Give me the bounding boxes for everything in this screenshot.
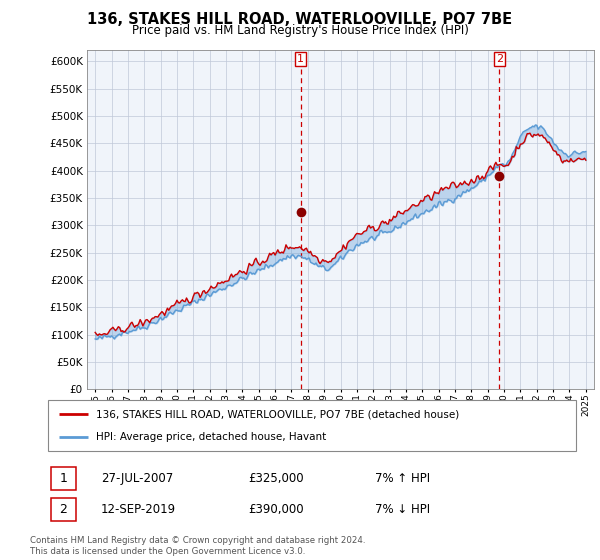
Text: HPI: Average price, detached house, Havant: HPI: Average price, detached house, Hava… <box>95 432 326 442</box>
FancyBboxPatch shape <box>50 498 76 521</box>
Text: 7% ↓ HPI: 7% ↓ HPI <box>376 503 430 516</box>
Text: 1: 1 <box>297 54 304 64</box>
Text: 12-SEP-2019: 12-SEP-2019 <box>101 503 176 516</box>
Text: 27-JUL-2007: 27-JUL-2007 <box>101 472 173 485</box>
FancyBboxPatch shape <box>48 400 576 451</box>
Text: 136, STAKES HILL ROAD, WATERLOOVILLE, PO7 7BE: 136, STAKES HILL ROAD, WATERLOOVILLE, PO… <box>88 12 512 27</box>
Text: £390,000: £390,000 <box>248 503 304 516</box>
Text: 7% ↑ HPI: 7% ↑ HPI <box>376 472 430 485</box>
Text: Price paid vs. HM Land Registry's House Price Index (HPI): Price paid vs. HM Land Registry's House … <box>131 24 469 36</box>
Text: 136, STAKES HILL ROAD, WATERLOOVILLE, PO7 7BE (detached house): 136, STAKES HILL ROAD, WATERLOOVILLE, PO… <box>95 409 459 419</box>
Text: £325,000: £325,000 <box>248 472 304 485</box>
Text: Contains HM Land Registry data © Crown copyright and database right 2024.
This d: Contains HM Land Registry data © Crown c… <box>30 536 365 556</box>
Text: 2: 2 <box>59 503 67 516</box>
FancyBboxPatch shape <box>50 467 76 490</box>
Text: 1: 1 <box>59 472 67 485</box>
Text: 2: 2 <box>496 54 503 64</box>
